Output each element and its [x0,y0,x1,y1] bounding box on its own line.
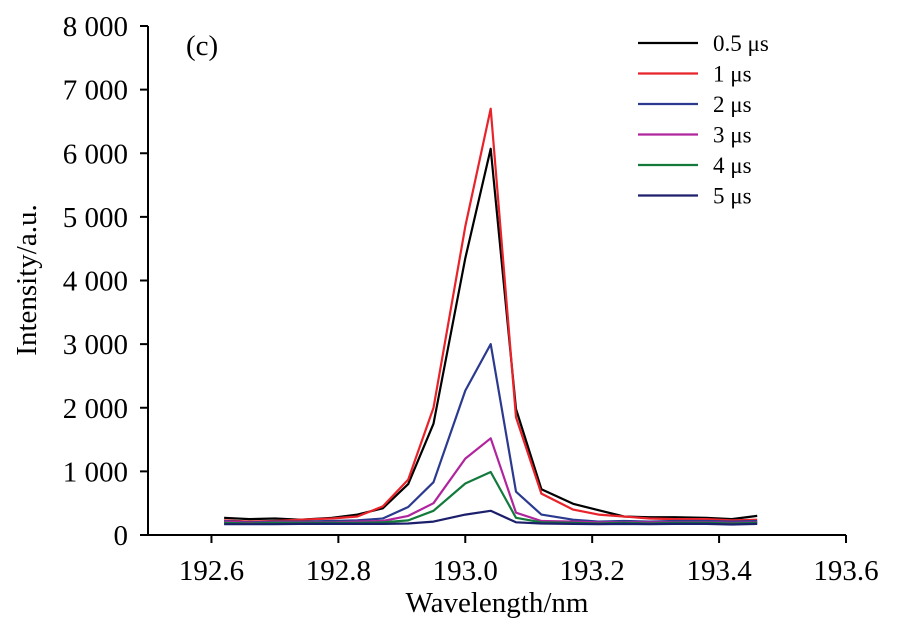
legend-label: 1 μs [713,62,752,87]
x-tick-label: 193.6 [813,555,878,587]
legend-label: 2 μs [713,92,752,117]
series-line-3 [224,343,758,524]
y-tick-label: 6 000 [63,138,128,170]
x-axis-title: Wavelength/nm [406,587,589,619]
legend-label: 3 μs [713,123,752,148]
series-line-5 [224,470,758,525]
legend: 0.5 μs 1 μs 2 μs 3 μs 4 μs 5 μs [638,31,769,209]
y-tick-label: 8 000 [63,11,128,43]
x-tick-label: 193.2 [560,555,625,587]
y-axis-title: Intensity/a.u. [11,204,43,355]
series-line-2 [224,107,758,523]
y-tick-label: 1 000 [63,456,128,488]
x-tick-label: 192.6 [179,555,244,587]
x-tick-label: 193.4 [686,555,752,587]
x-tick-label: 193.0 [433,555,498,587]
y-tick-label: 5 000 [63,202,128,234]
legend-label: 5 μs [713,184,752,209]
legend-label: 4 μs [713,153,752,178]
y-tick-label: 4 000 [63,266,128,298]
panel-label: (c) [186,30,218,62]
plot-lines [224,107,758,526]
legend-label: 0.5 μs [713,31,769,56]
series-line-6 [224,509,758,526]
x-ticks: 192.6 192.8 193.0 193.2 193.4 193.6 [179,535,879,587]
x-tick-label: 192.8 [306,555,371,587]
y-tick-label: 2 000 [63,393,128,425]
y-tick-label: 0 [114,520,129,552]
y-tick-label: 7 000 [63,75,128,107]
y-ticks: 0 1 000 2 000 3 000 4 000 5 000 6 000 7 000 8 00… [63,11,148,552]
series-line-1 [224,147,758,521]
y-tick-label: 3 000 [63,329,128,361]
